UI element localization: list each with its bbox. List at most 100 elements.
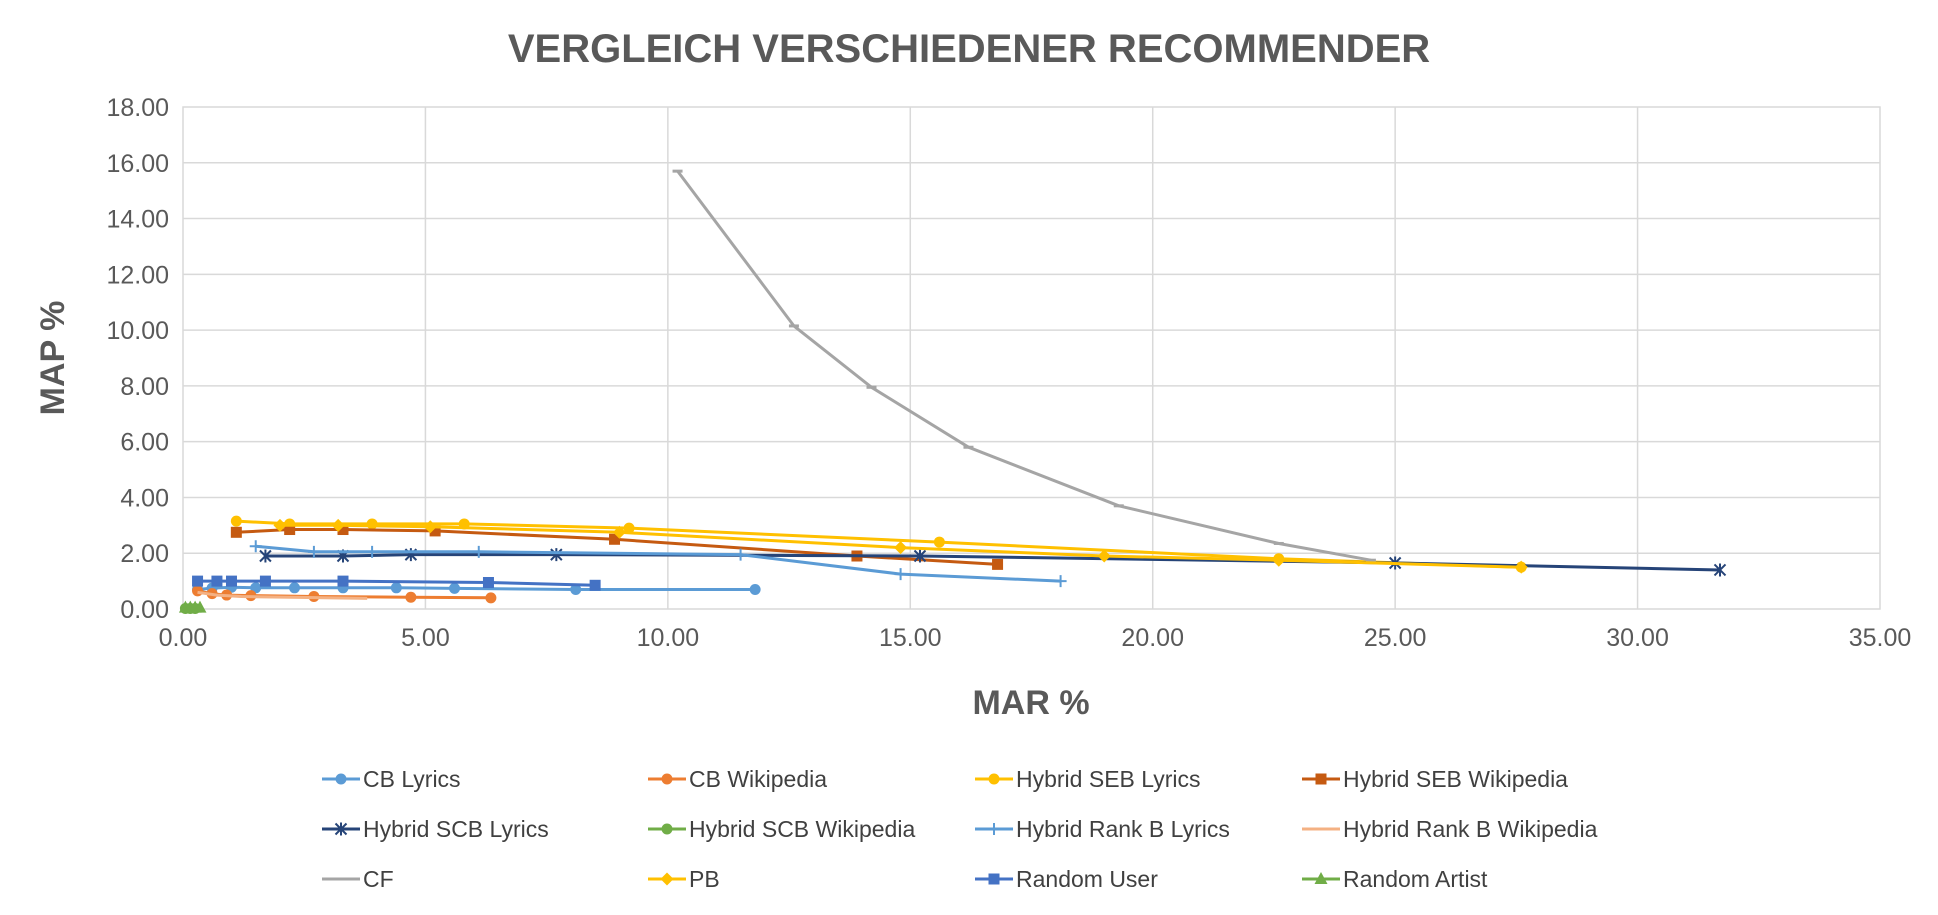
data-point xyxy=(734,548,747,561)
data-point xyxy=(485,592,497,604)
data-point xyxy=(550,548,563,562)
legend-item-hybrid-seb-wikipedia: Hybrid SEB Wikipedia xyxy=(1302,766,1568,792)
data-point xyxy=(933,536,945,548)
x-tick-label: 10.00 xyxy=(637,624,700,652)
legend-item-cf: CF xyxy=(322,866,394,892)
y-tick-label: 18.00 xyxy=(106,94,169,122)
data-point xyxy=(749,583,761,595)
legend-marker xyxy=(988,873,1000,885)
y-tick-label: 2.00 xyxy=(120,540,169,568)
data-point xyxy=(1054,575,1067,588)
data-point xyxy=(225,575,237,587)
data-point xyxy=(331,518,345,532)
data-point xyxy=(337,575,349,587)
data-point xyxy=(894,568,907,581)
legend-marker xyxy=(1314,872,1328,884)
y-tick-label: 4.00 xyxy=(120,484,169,512)
data-point xyxy=(249,540,262,553)
data-point xyxy=(405,591,417,603)
data-point xyxy=(284,524,296,536)
data-point xyxy=(913,549,927,563)
data-point xyxy=(449,582,461,594)
plot-area xyxy=(178,169,1727,614)
series-line xyxy=(197,585,756,591)
chart-title: VERGLEICH VERSCHIEDENER RECOMMENDER xyxy=(508,27,1430,71)
legend-label: Hybrid SEB Wikipedia xyxy=(1343,766,1568,792)
data-point xyxy=(192,575,204,587)
data-point xyxy=(1514,560,1528,574)
data-point xyxy=(472,545,485,558)
series-line xyxy=(676,170,1372,562)
y-tick-label: 8.00 xyxy=(120,373,169,401)
data-point xyxy=(623,522,635,534)
legend-item-cb-lyrics: CB Lyrics xyxy=(322,766,461,792)
legend-marker xyxy=(661,823,673,835)
data-point xyxy=(609,533,621,545)
legend-item-hybrid-seb-lyrics: Hybrid SEB Lyrics xyxy=(975,766,1200,792)
series-hybrid-rank-b-lyrics xyxy=(249,540,1067,588)
data-point xyxy=(230,515,242,527)
x-tick-label: 25.00 xyxy=(1364,624,1427,652)
data-point xyxy=(482,577,494,589)
data-point xyxy=(894,541,908,555)
legend-label: PB xyxy=(689,866,720,892)
tick-labels: 0.00 2.00 4.00 6.00 8.00 10.00 12.00 14.00 16.00… xyxy=(106,94,1911,652)
y-tick-label: 0.00 xyxy=(120,596,169,624)
legend-marker xyxy=(660,872,674,886)
data-point xyxy=(192,585,204,597)
data-point xyxy=(289,582,301,594)
data-point xyxy=(570,583,582,595)
data-point xyxy=(259,549,272,563)
x-tick-label: 30.00 xyxy=(1606,624,1669,652)
legend-label: Random User xyxy=(1016,866,1158,892)
legend-item-random-user: Random User xyxy=(975,866,1158,892)
y-tick-label: 12.00 xyxy=(106,261,169,289)
legend-marker xyxy=(661,773,673,785)
series-line xyxy=(280,523,1522,569)
series-random-artist xyxy=(178,600,207,613)
x-tick-label: 35.00 xyxy=(1849,624,1912,652)
data-point xyxy=(230,526,242,538)
data-point xyxy=(423,520,437,534)
legend-label: CB Wikipedia xyxy=(689,766,827,792)
legend-item-hybrid-scb-lyrics: Hybrid SCB Lyrics xyxy=(322,816,549,842)
legend-marker xyxy=(335,773,347,785)
x-tick-label: 0.00 xyxy=(159,624,208,652)
data-point xyxy=(193,600,207,613)
data-point xyxy=(1097,549,1111,563)
y-tick-label: 10.00 xyxy=(106,317,169,345)
legend-marker xyxy=(988,823,1000,835)
legend-item-hybrid-rank-b-lyrics: Hybrid Rank B Lyrics xyxy=(975,816,1230,842)
data-point xyxy=(211,575,223,587)
legend-item-pb: PB xyxy=(648,866,720,892)
legend-label: Hybrid SCB Lyrics xyxy=(363,816,549,842)
series-cf xyxy=(672,169,1376,562)
series-random-user xyxy=(192,575,601,591)
plot-border xyxy=(182,106,1881,610)
legend-label: Random Artist xyxy=(1343,866,1488,892)
legend-marker xyxy=(1315,773,1327,785)
y-tick-label: 14.00 xyxy=(106,206,169,234)
data-point xyxy=(1713,563,1727,577)
legend-item-random-artist: Random Artist xyxy=(1302,866,1488,892)
data-point xyxy=(366,545,379,558)
data-point xyxy=(259,575,271,587)
data-point xyxy=(273,518,287,532)
data-point xyxy=(307,545,320,558)
y-tick-label: 6.00 xyxy=(120,429,169,457)
y-axis-title: MAP % xyxy=(34,301,72,416)
legend-label: Hybrid SCB Wikipedia xyxy=(689,816,915,842)
legend-item-cb-wikipedia: CB Wikipedia xyxy=(648,766,827,792)
x-tick-label: 15.00 xyxy=(879,624,942,652)
series-line xyxy=(197,590,368,600)
data-point xyxy=(390,582,402,594)
legend-item-hybrid-rank-b-wikipedia: Hybrid Rank B Wikipedia xyxy=(1302,816,1598,842)
legend-marker xyxy=(334,822,348,836)
legend-label: CB Lyrics xyxy=(363,766,461,792)
data-point xyxy=(1272,553,1286,567)
data-point xyxy=(366,518,378,530)
legend-label: Hybrid Rank B Lyrics xyxy=(1016,816,1230,842)
data-point xyxy=(992,558,1004,570)
x-axis-title: MAR % xyxy=(972,684,1089,722)
